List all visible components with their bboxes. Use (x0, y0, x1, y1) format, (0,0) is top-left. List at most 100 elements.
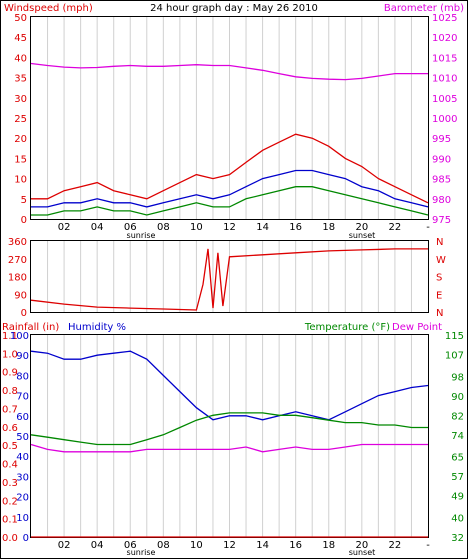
humidity-axis-label: Humidity % (68, 322, 126, 333)
sunset-label-top: sunset (349, 231, 376, 240)
hour-tick: 08 (157, 222, 170, 233)
barometer-tick: 1020 (432, 33, 457, 44)
temperature-tick: 57 (451, 472, 464, 483)
humidity-tick: 80 (16, 371, 29, 382)
humidity-panel-series-line (30, 443, 428, 453)
hour-tick: 10 (190, 222, 203, 233)
rainfall-tick: 0.6 (2, 423, 18, 434)
temperature-tick-labels: 32 40 49 57 65 74 82 90 98 107 115 (445, 331, 464, 544)
windspeed-tick: 50 (14, 13, 27, 24)
rainfall-tick: 1.1 (2, 331, 18, 342)
hour-tick: 22 (389, 540, 402, 551)
panel-wind-frame (30, 16, 429, 220)
hour-tick: 12 (223, 222, 236, 233)
hour-tick: 18 (322, 540, 335, 551)
sunrise-label-top: sunrise (127, 231, 156, 240)
barometer-tick: 980 (432, 195, 451, 206)
rainfall-tick: 0.7 (2, 404, 18, 415)
humidity-tick: 50 (16, 432, 29, 443)
humidity-tick: 40 (16, 452, 29, 463)
humidity-tick-labels: 0 10 20 30 40 50 60 70 80 90 100 (10, 331, 29, 544)
windspeed-tick: 30 (14, 94, 27, 105)
humidity-panel-series-line (30, 350, 429, 421)
rainfall-tick: 0.4 (2, 460, 18, 471)
windspeed-tick: 25 (14, 114, 27, 125)
direction-tick: 360 (8, 237, 27, 248)
barometer-tick: 985 (432, 175, 451, 186)
hour-tick: 02 (58, 222, 71, 233)
compass-label: E (436, 290, 442, 301)
barometer-tick: 990 (432, 154, 451, 165)
hour-tick: - (426, 540, 430, 551)
direction-tick: 180 (8, 273, 27, 284)
hour-tick: 14 (256, 222, 269, 233)
compass-label: N (436, 237, 443, 248)
hour-tick: 10 (190, 540, 203, 551)
compass-label: N (436, 308, 443, 319)
hour-tick: 22 (389, 222, 402, 233)
wind-series-line (31, 169, 429, 208)
compass-label: W (436, 255, 446, 266)
wind-series-line (31, 133, 429, 204)
panel-wind-series (30, 62, 429, 216)
barometer-tick: 1010 (432, 74, 457, 85)
panel-humidity-hour-labels: 02 04 06 08 10 12 14 16 18 20 22 - (58, 540, 430, 551)
temperature-tick: 65 (451, 453, 464, 464)
humidity-tick: 60 (16, 412, 29, 423)
rainfall-tick: 0.2 (2, 496, 18, 507)
direction-tick: 90 (14, 290, 27, 301)
barometer-tick: 1025 (432, 13, 457, 24)
humidity-tick: 0 (23, 533, 29, 544)
windspeed-axis-label: Windspeed (mph) (4, 3, 93, 14)
temperature-tick: 40 (451, 514, 464, 525)
windspeed-tick-labels: 0 5 10 15 20 25 30 35 40 45 50 (14, 13, 27, 226)
rainfall-tick: 0.3 (2, 478, 18, 489)
direction-series-line (30, 248, 428, 311)
barometer-tick: 995 (432, 134, 451, 145)
temperature-tick: 107 (445, 350, 464, 361)
humidity-tick: 100 (10, 331, 29, 342)
rainfall-tick: 0.0 (2, 533, 18, 544)
hour-tick: 14 (256, 540, 269, 551)
rainfall-tick: 0.1 (2, 515, 18, 526)
chart-title: 24 hour graph day : May 26 2010 (150, 3, 318, 14)
barometer-tick: 1000 (432, 114, 457, 125)
hour-tick: 20 (355, 540, 368, 551)
direction-tick: 0 (21, 308, 27, 319)
compass-label: S (436, 273, 442, 284)
dewpoint-axis-label: Dew Point (392, 322, 442, 333)
hour-tick: 18 (322, 222, 335, 233)
windspeed-tick: 15 (14, 154, 27, 165)
panel-humidity-series (30, 350, 429, 538)
rainfall-tick: 0.8 (2, 386, 18, 397)
temperature-tick: 90 (451, 392, 464, 403)
temperature-tick: 115 (445, 331, 464, 342)
humidity-tick: 70 (16, 392, 29, 403)
barometer-tick: 1015 (432, 53, 457, 64)
humidity-panel-series-line (30, 412, 428, 446)
hour-tick: - (426, 222, 430, 233)
windspeed-tick: 40 (14, 53, 27, 64)
humidity-tick: 20 (16, 493, 29, 504)
windspeed-tick: 35 (14, 74, 27, 85)
wind-series-line (30, 62, 428, 81)
rainfall-tick-labels: 0.0 0.1 0.2 0.3 0.4 0.5 0.6 0.7 0.8 0.9 1.0 1.1 (2, 331, 18, 544)
hour-tick: 06 (124, 222, 137, 233)
hour-tick: 08 (157, 540, 170, 551)
direction-tick-labels: 0 90 180 270 360 (8, 237, 27, 319)
windspeed-tick: 20 (14, 134, 27, 145)
hour-tick: 06 (124, 540, 137, 551)
humidity-tick: 10 (16, 513, 29, 524)
barometer-tick: 975 (432, 215, 451, 226)
windspeed-tick: 10 (14, 175, 27, 186)
humidity-tick: 30 (16, 472, 29, 483)
temperature-tick: 32 (451, 533, 464, 544)
hour-tick: 16 (289, 222, 302, 233)
direction-tick: 270 (8, 255, 27, 266)
windspeed-tick: 45 (14, 33, 27, 44)
rainfall-tick: 1.0 (2, 349, 18, 360)
panel-direction-grid (47, 241, 412, 312)
barometer-tick-labels: 975 980 985 990 995 1000 1005 1010 1015 1020 1025 (432, 13, 457, 226)
